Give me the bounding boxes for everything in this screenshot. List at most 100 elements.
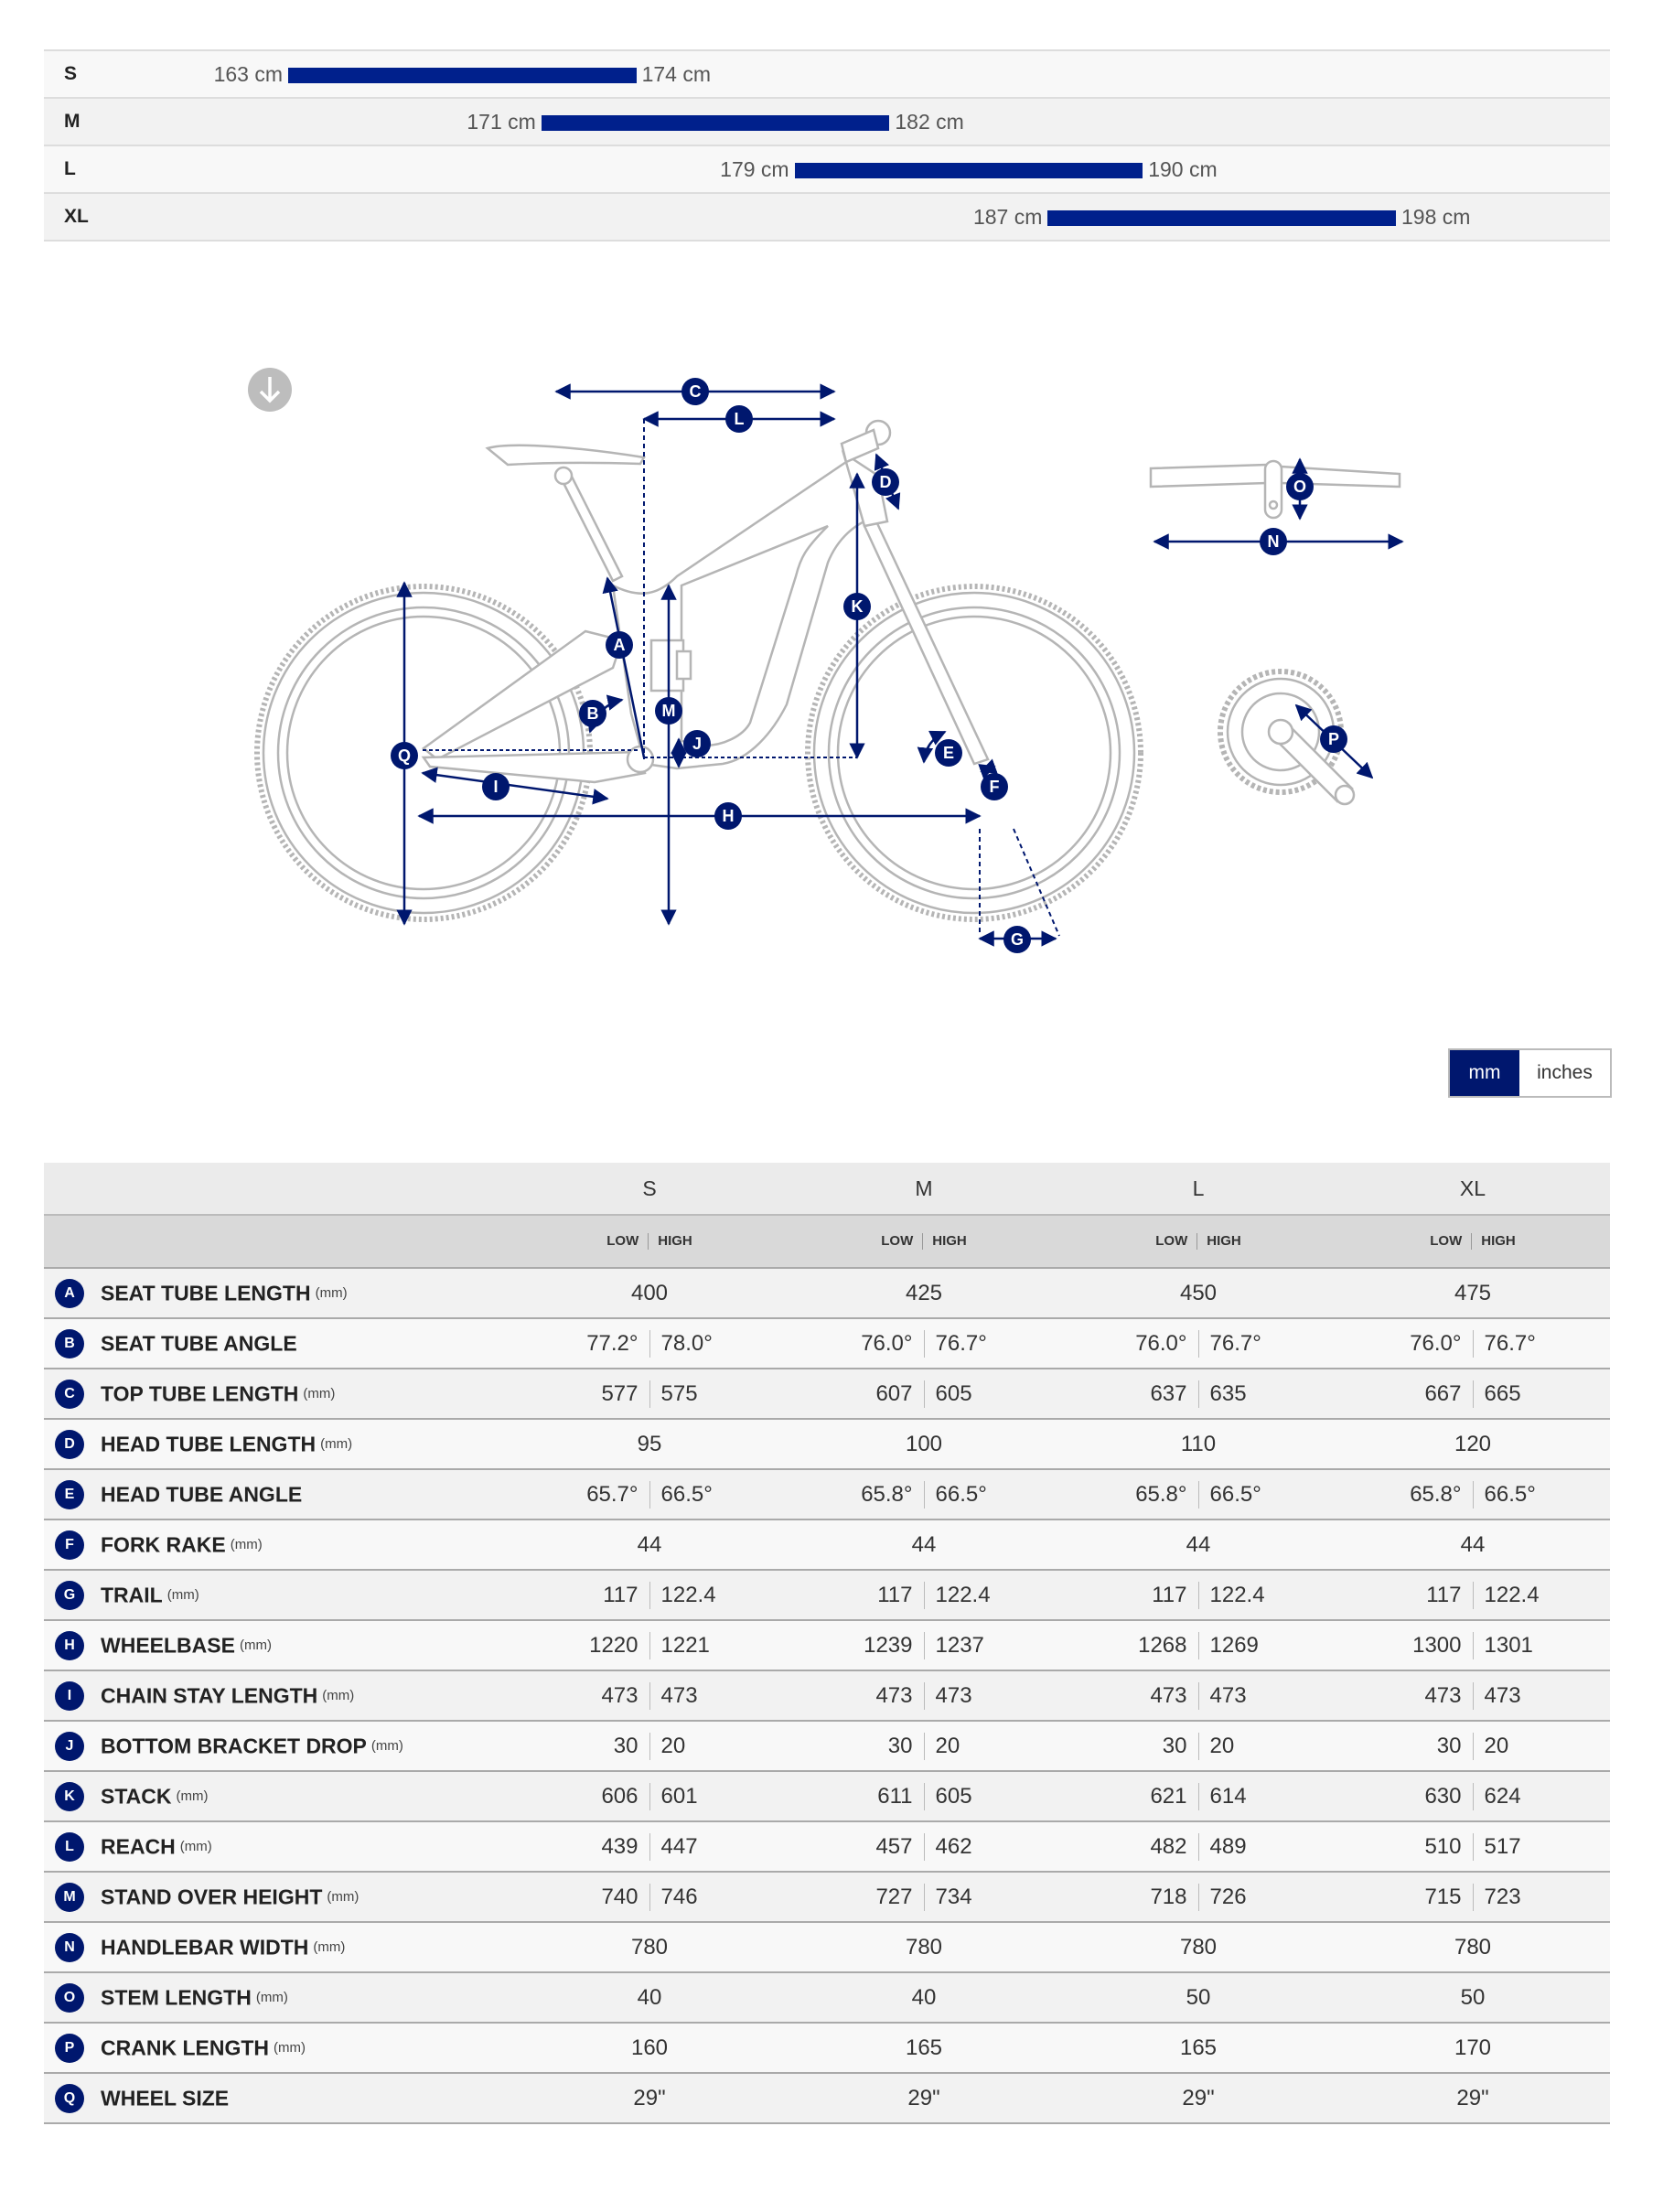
low-label: LOW [606,1232,639,1249]
parameter-label: Q WHEEL SIZE [44,2073,512,2123]
high-value: 76.7° [935,1330,987,1356]
value-cell: 606 601 [512,1771,787,1821]
parameter-name: BOTTOM BRACKET DROP [101,1734,367,1757]
low-high-values: 740 746 [513,1883,786,1911]
divider [1197,1631,1199,1659]
value-cell: 475 [1336,1268,1610,1318]
high-value: 1221 [660,1632,710,1658]
value-cell: 1300 1301 [1336,1620,1610,1670]
value-cell: 473 473 [1336,1670,1610,1721]
value-cell: 65.7° 66.5° [512,1469,787,1519]
divider [1472,1883,1474,1911]
value-cell: 117 122.4 [787,1570,1061,1620]
value: 475 [1454,1280,1492,1305]
diagram-badge-q: Q [391,742,418,769]
high-label: HIGH [1481,1232,1516,1249]
size-row: XL 187 cm 198 cm [44,194,1610,242]
parameter-unit: (mm) [179,1839,212,1854]
high-value: 76.7° [1484,1330,1536,1356]
unit-mm-button[interactable]: mm [1450,1050,1519,1096]
parameter-label: M STAND OVER HEIGHT (mm) [44,1872,512,1922]
max-height-label: 174 cm [641,62,712,86]
divider [1196,1233,1198,1251]
table-row: D HEAD TUBE LENGTH (mm) 95 100 110 120 [44,1419,1610,1469]
svg-text:L: L [735,410,745,428]
svg-text:A: A [614,636,626,654]
high-value: 122.4 [1209,1582,1265,1607]
table-row: J BOTTOM BRACKET DROP (mm) 30 20 30 20 30 20 30 20 [44,1721,1610,1771]
high-label: HIGH [932,1232,967,1249]
low-high-values: 76.0° 76.7° [1062,1329,1335,1358]
parameter-label: O STEM LENGTH (mm) [44,1972,512,2023]
low-high-values: 117 122.4 [788,1581,1060,1609]
low-value: 607 [875,1380,913,1406]
svg-text:E: E [943,744,954,762]
divider [649,1581,650,1609]
low-high-values: 65.7° 66.5° [513,1480,786,1509]
bike-drawing [254,419,1401,922]
svg-text:D: D [880,473,892,491]
divider [1472,1732,1474,1760]
position-header-row: LOW HIGH LOW HIGH LOW HIGH LOW HIGH [44,1215,1610,1269]
high-value: 122.4 [935,1582,991,1607]
divider [1197,1380,1199,1408]
unit-toggle[interactable]: mm inches [1448,1048,1612,1098]
low-high-values: 65.8° 66.5° [788,1480,1060,1509]
high-value: 601 [660,1783,698,1809]
value: 170 [1454,2035,1492,2060]
low-high-header: LOW HIGH [787,1215,1061,1269]
divider [1472,1480,1474,1509]
high-value: 489 [1209,1833,1247,1859]
size-header: XL [1336,1163,1610,1216]
svg-text:Q: Q [398,746,411,765]
divider [1197,1329,1199,1358]
min-height-label: 171 cm [467,110,536,134]
value-cell: 29" [1336,2073,1610,2123]
value-cell: 50 [1336,1972,1610,2023]
low-value: 30 [1162,1733,1187,1758]
high-value: 726 [1209,1884,1247,1909]
parameter-name: WHEELBASE [101,1633,235,1657]
unit-inches-button[interactable]: inches [1519,1050,1610,1096]
low-high-values: 473 473 [1336,1681,1609,1710]
divider [923,1782,925,1810]
divider [923,1681,925,1710]
diagram-badge-g: G [1003,926,1031,953]
low-label: LOW [881,1232,914,1249]
value-cell: 65.8° 66.5° [1336,1469,1610,1519]
value-cell: 473 473 [512,1670,787,1721]
low-value: 65.8° [1135,1481,1187,1507]
diagram-badge-e: E [935,739,962,767]
min-height-label: 179 cm [720,157,789,181]
divider [923,1480,925,1509]
value-cell: 727 734 [787,1872,1061,1922]
high-value: 614 [1209,1783,1247,1809]
divider [649,1480,650,1509]
high-value: 605 [935,1380,972,1406]
value: 780 [1179,1934,1218,1960]
value: 400 [630,1280,669,1305]
parameter-label: F FORK RAKE (mm) [44,1519,512,1570]
parameter-label: C TOP TUBE LENGTH (mm) [44,1369,512,1419]
divider [649,1380,650,1408]
height-range-bar [794,163,1143,178]
low-high-values: 510 517 [1336,1832,1609,1861]
value-cell: 607 605 [787,1369,1061,1419]
value-cell: 44 [1336,1519,1610,1570]
low-value: 65.7° [586,1481,638,1507]
table-row: O STEM LENGTH (mm) 40 40 50 50 [44,1972,1610,2023]
value: 29" [633,2085,666,2110]
parameter-name: FORK RAKE [101,1532,226,1556]
letter-badge: B [55,1328,84,1358]
value-cell: 621 614 [1061,1771,1336,1821]
low-high-values: 718 726 [1062,1883,1335,1911]
divider [1472,1380,1474,1408]
svg-text:C: C [690,382,702,401]
parameter-name: STEM LENGTH [101,1985,252,2009]
download-icon[interactable] [248,368,292,412]
frame [421,460,880,784]
divider [1197,1681,1199,1710]
size-header: M [787,1163,1061,1216]
value-cell: 425 [787,1268,1061,1318]
value-cell: 780 [512,1922,787,1972]
